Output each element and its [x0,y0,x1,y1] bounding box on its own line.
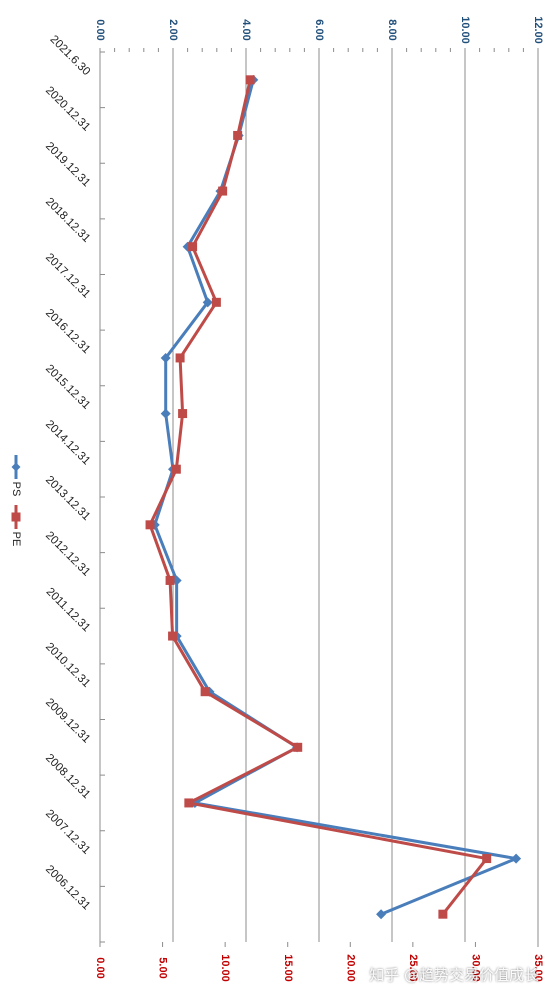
secondary-tick-label: 25.00 [407,954,419,982]
data-point-ps [202,297,213,308]
data-point-pe [233,130,243,140]
data-point-ps [160,408,171,419]
primary-tick-label: 10.00 [459,16,471,44]
secondary-tick-label: 35.00 [532,954,544,982]
category-label: 2017.12.31 [43,251,92,300]
series-line-ps [153,79,518,916]
category-label: 2019.12.31 [43,140,92,189]
secondary-tick-label: 0.00 [94,957,106,978]
secondary-tick-label: 10.00 [219,954,231,982]
category-label: 2012.12.31 [43,530,92,579]
primary-tick-label: 6.00 [313,19,325,40]
category-label: 2016.12.31 [43,307,92,356]
data-point-ps [511,853,522,864]
secondary-tick-label: 5.00 [157,957,169,978]
data-point-pe [145,520,155,530]
data-point-pe [200,687,210,697]
data-point-pe [175,353,185,363]
data-point-pe [184,798,194,808]
legend-label-pe: PE [10,532,22,547]
secondary-tick-label: 30.00 [470,954,482,982]
data-point-pe [482,854,492,864]
primary-tick-label: 4.00 [240,19,252,40]
legend-label-ps: PS [10,482,22,497]
primary-tick-label: 12.00 [532,16,544,44]
category-label: 2010.12.31 [43,641,92,690]
category-label: 2006.12.31 [43,863,92,912]
data-point-pe [211,297,221,307]
category-label: 2021.6.30 [48,33,93,78]
data-point-ps [376,909,387,920]
data-point-ps [160,352,171,363]
data-point-pe [245,75,255,85]
data-point-pe [188,242,198,252]
data-point-pe [218,186,228,196]
watermark: 知乎 @趋势交易价值成长 [369,966,539,984]
category-label: 2015.12.31 [43,363,92,412]
data-point-pe [168,631,178,641]
legend-marker-ps [11,462,21,472]
category-label: 2011.12.31 [44,586,93,635]
category-label: 2018.12.31 [43,196,92,245]
data-point-pe [165,575,175,585]
category-label: 2009.12.31 [43,696,92,745]
category-label: 2020.12.31 [43,85,92,134]
data-point-pe [438,909,448,919]
data-point-pe [178,409,188,419]
primary-tick-label: 0.00 [94,19,106,40]
secondary-tick-label: 20.00 [344,954,356,982]
primary-tick-label: 8.00 [386,19,398,40]
data-point-pe [293,742,303,752]
data-point-pe [171,464,181,474]
category-label: 2007.12.31 [43,808,92,857]
category-label: 2014.12.31 [43,418,92,467]
secondary-tick-label: 15.00 [282,954,294,982]
primary-tick-label: 2.00 [167,19,179,40]
series-line-pe [148,79,489,916]
category-label: 2013.12.31 [43,474,92,523]
category-label: 2008.12.31 [43,752,92,801]
legend-marker-pe [11,512,21,522]
